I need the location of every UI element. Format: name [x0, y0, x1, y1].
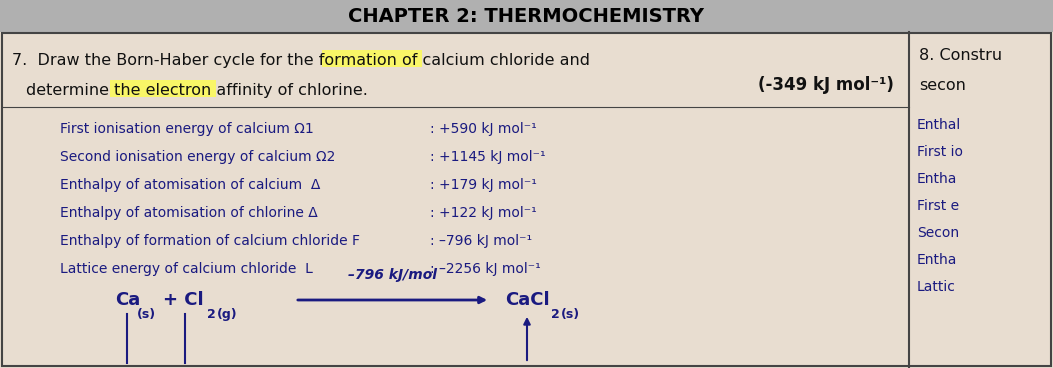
Text: : +179 kJ mol⁻¹: : +179 kJ mol⁻¹ [430, 178, 537, 192]
Text: (s): (s) [137, 308, 156, 321]
Text: 2: 2 [207, 308, 216, 321]
Bar [111, 80, 216, 97]
Text: 7.  Draw the Born-Haber cycle for the formation of calcium chloride and: 7. Draw the Born-Haber cycle for the for… [12, 53, 590, 67]
Text: –796 kJ/mol: –796 kJ/mol [347, 268, 437, 282]
Text: Enthalpy of formation of calcium chloride F: Enthalpy of formation of calcium chlorid… [60, 234, 360, 248]
Text: Ca: Ca [115, 291, 140, 309]
Text: First io: First io [917, 145, 962, 159]
Text: First ionisation energy of calcium Ω1: First ionisation energy of calcium Ω1 [60, 122, 314, 136]
Text: Entha: Entha [917, 253, 957, 267]
Text: secon: secon [918, 78, 966, 92]
Text: Entha: Entha [917, 172, 957, 186]
Text: (g): (g) [217, 308, 238, 321]
Text: CaCl: CaCl [505, 291, 550, 309]
Text: : –2256 kJ mol⁻¹: : –2256 kJ mol⁻¹ [430, 262, 541, 276]
Text: 2: 2 [551, 308, 560, 321]
Text: Enthal: Enthal [917, 118, 961, 132]
Text: Enthalpy of atomisation of calcium  Δ: Enthalpy of atomisation of calcium Δ [60, 178, 320, 192]
Text: Lattice energy of calcium chloride  L: Lattice energy of calcium chloride L [60, 262, 313, 276]
Text: : –796 kJ mol⁻¹: : –796 kJ mol⁻¹ [430, 234, 532, 248]
Text: First e: First e [917, 199, 959, 213]
Text: (-349 kJ mol⁻¹): (-349 kJ mol⁻¹) [758, 76, 894, 94]
Text: 8. Constru: 8. Constru [918, 47, 1001, 63]
Text: Enthalpy of atomisation of chlorine Δ: Enthalpy of atomisation of chlorine Δ [60, 206, 318, 220]
Text: Lattic: Lattic [917, 280, 956, 294]
Text: (s): (s) [561, 308, 580, 321]
Text: + Cl: + Cl [163, 291, 203, 309]
Text: determine the electron affinity of chlorine.: determine the electron affinity of chlor… [26, 82, 367, 98]
Text: CHAPTER 2: THERMOCHEMISTRY: CHAPTER 2: THERMOCHEMISTRY [349, 7, 704, 25]
Bar [0, 0, 1053, 32]
Text: Secon: Secon [917, 226, 959, 240]
Text: : +122 kJ mol⁻¹: : +122 kJ mol⁻¹ [430, 206, 537, 220]
Text: Second ionisation energy of calcium Ω2: Second ionisation energy of calcium Ω2 [60, 150, 335, 164]
Bar [322, 50, 421, 67]
Text: : +1145 kJ mol⁻¹: : +1145 kJ mol⁻¹ [430, 150, 545, 164]
Text: : +590 kJ mol⁻¹: : +590 kJ mol⁻¹ [430, 122, 537, 136]
